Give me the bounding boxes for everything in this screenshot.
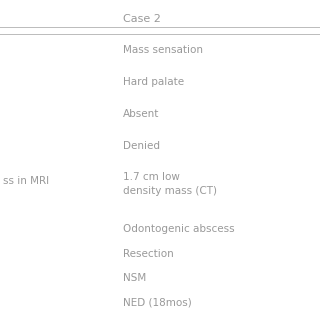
Text: NSM: NSM [123,273,147,284]
Text: ss in MRI: ss in MRI [3,176,49,186]
Text: Odontogenic abscess: Odontogenic abscess [123,224,235,234]
Text: Case 2: Case 2 [123,14,161,24]
Text: 1.7 cm low
density mass (CT): 1.7 cm low density mass (CT) [123,172,217,196]
Text: NED (18mos): NED (18mos) [123,297,192,308]
Text: Resection: Resection [123,249,174,260]
Text: Absent: Absent [123,108,160,119]
Text: Hard palate: Hard palate [123,76,184,87]
Text: Mass sensation: Mass sensation [123,44,203,55]
Text: Denied: Denied [123,140,160,151]
